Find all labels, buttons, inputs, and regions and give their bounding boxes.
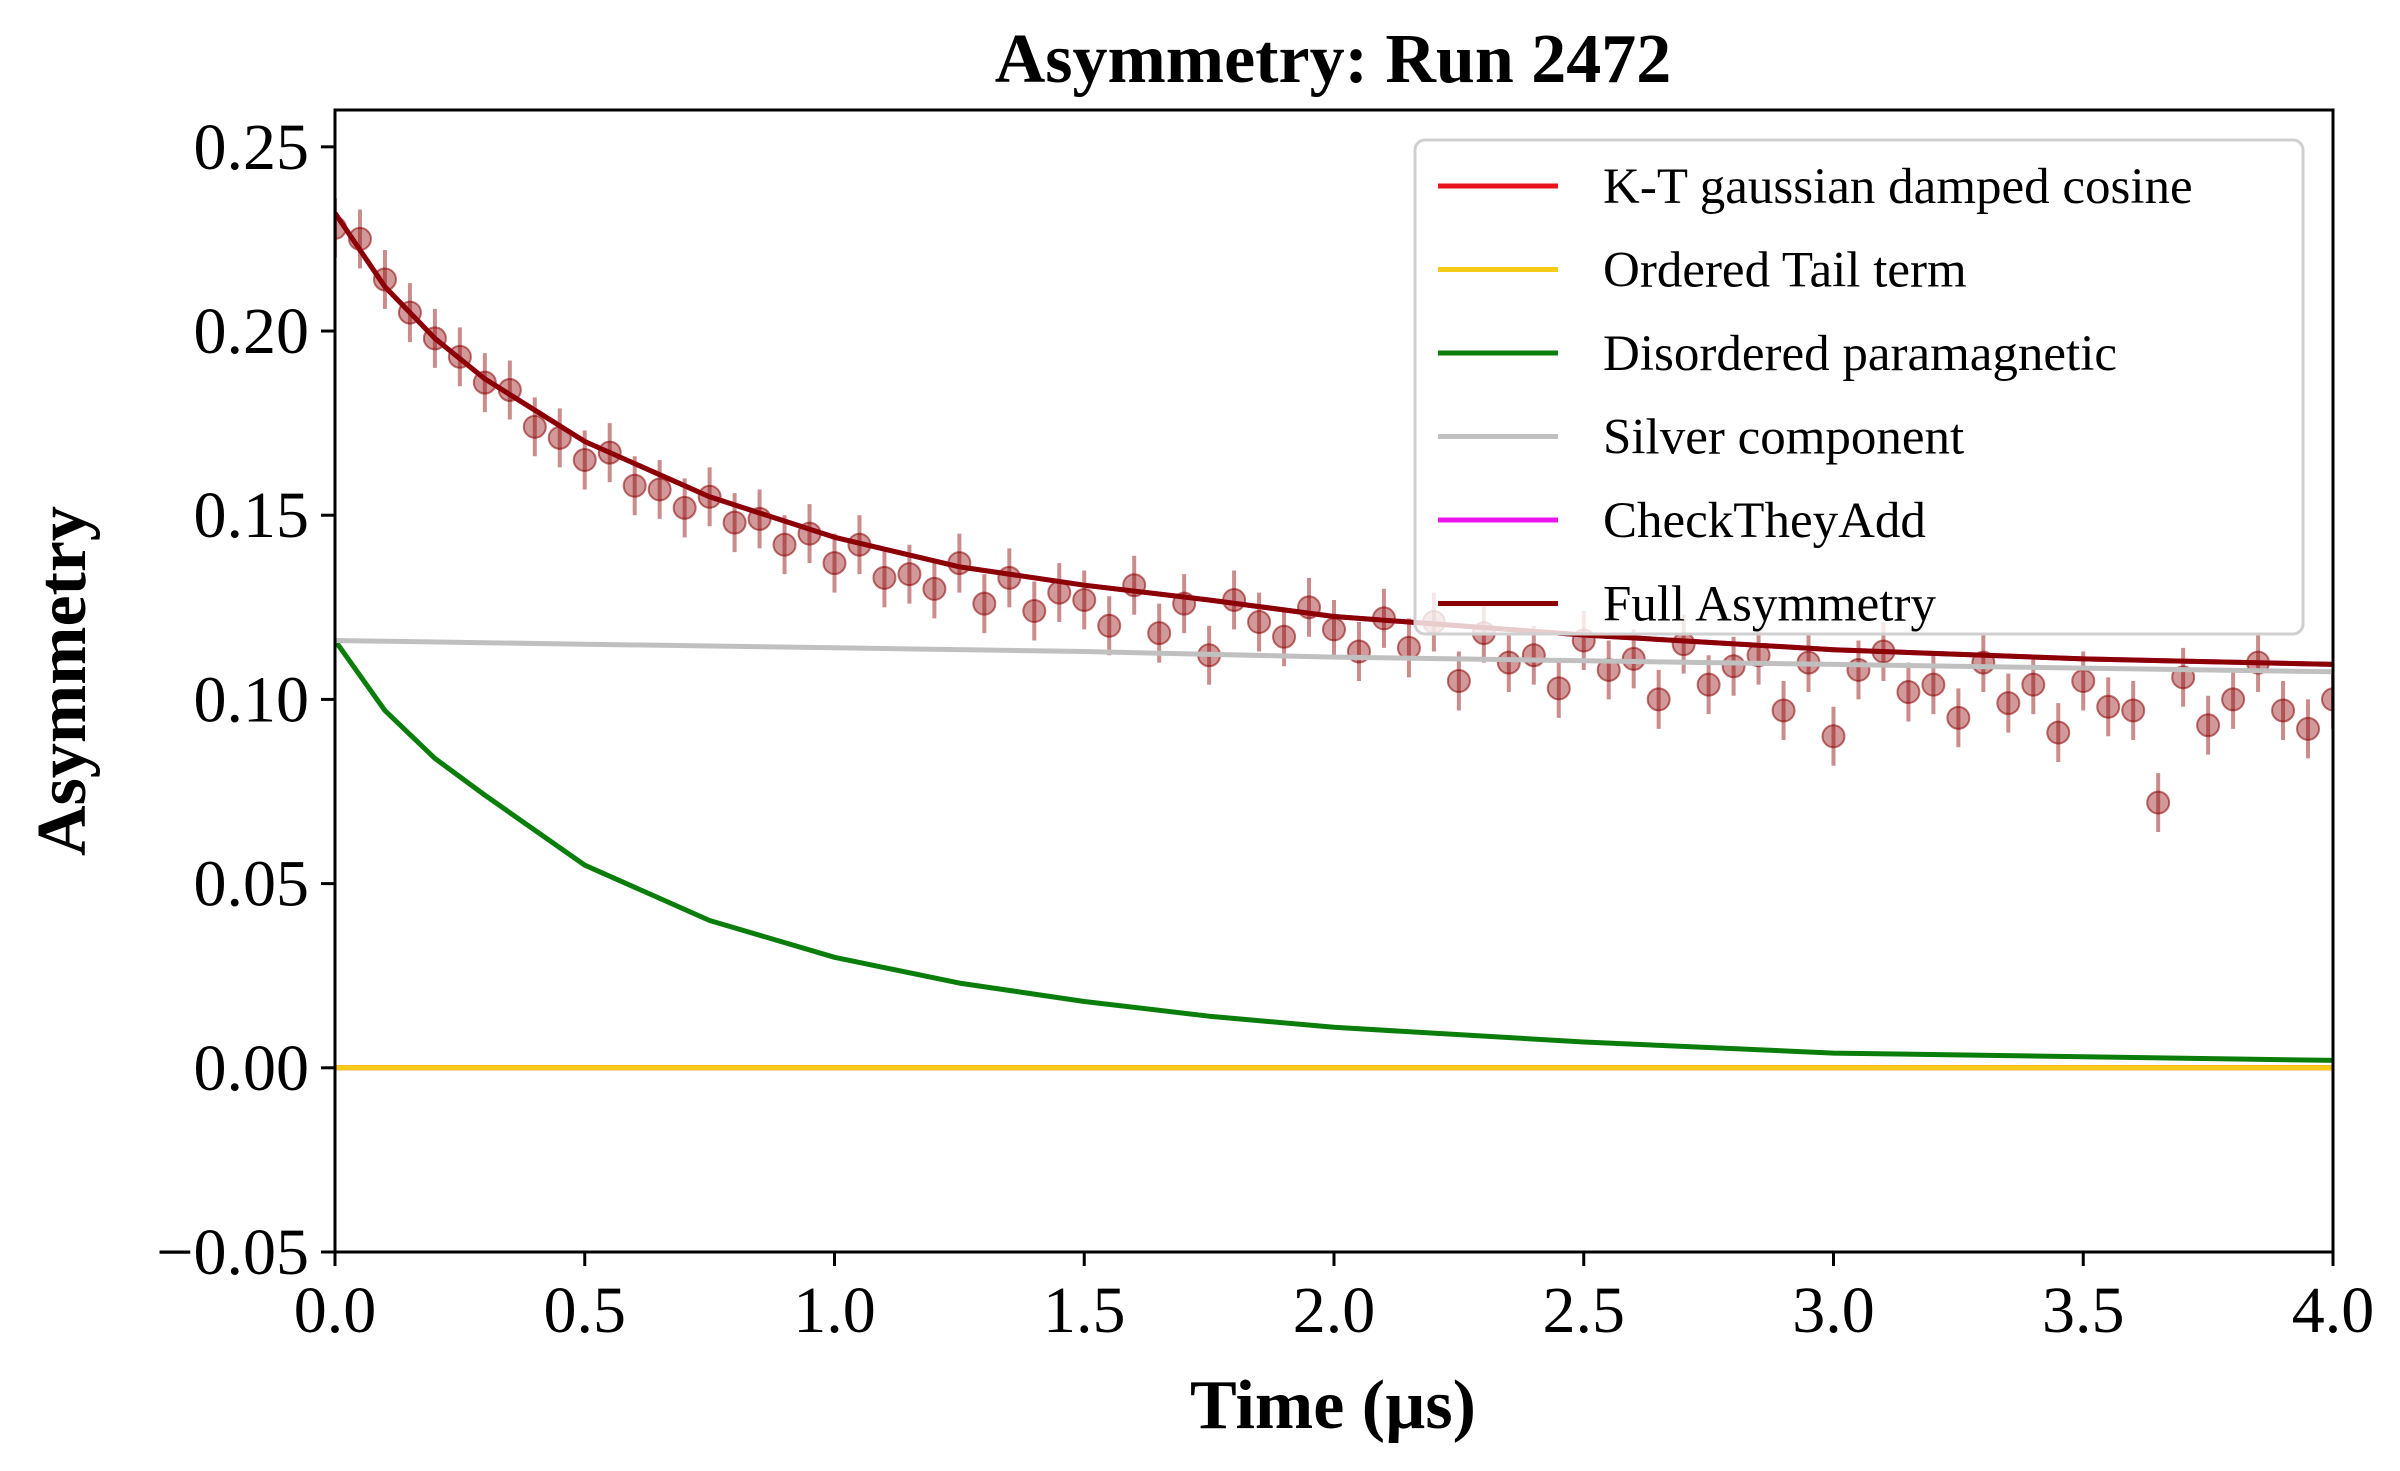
data-point [2046,720,2071,745]
data-point [1446,669,1471,693]
legend-label: K-T gaussian damped cosine [1603,159,2193,215]
data-point [1022,599,1047,624]
data-point [1072,587,1097,612]
x-tick-label: 1.0 [793,1274,876,1347]
data-point [1496,650,1521,675]
data-points-layer [335,198,2333,833]
y-tick-label: 0.15 [194,479,310,552]
data-point [872,565,897,590]
y-axis: −0.05 0.00 0.05 0.10 0.15 0.20 0.25 [156,111,335,1289]
y-tick-label: −0.05 [156,1216,309,1289]
y-tick-label: 0.20 [194,295,310,368]
x-tick-label: 4.0 [2292,1274,2375,1347]
x-tick-label: 2.0 [1293,1274,1376,1347]
x-tick-label: 0.0 [294,1274,377,1347]
data-point [897,562,922,587]
legend-label: Ordered Tail term [1603,243,1967,299]
y-tick-label: 0.05 [194,848,310,921]
y-tick-label: 0.25 [194,111,310,184]
data-point [1396,635,1421,660]
data-point [2221,687,2246,712]
fit-lines-layer [335,211,2333,1071]
chart-title: Asymmetry: Run 2472 [995,21,1672,98]
data-point [922,576,947,601]
data-point [1921,672,1946,697]
y-tick-label: 0.00 [194,1032,310,1105]
legend-label: Disordered paramagnetic [1603,326,2117,382]
legend-box [1413,138,2305,636]
x-tick-label: 1.5 [1043,1274,1126,1347]
data-point [1272,624,1297,649]
x-tick-label: 2.5 [1543,1274,1626,1347]
data-point [2071,669,2096,693]
data-point [722,510,747,535]
data-point [2021,672,2046,697]
data-point [622,473,647,498]
data-point [672,495,697,520]
data-point [1696,672,1721,697]
data-point [1546,676,1571,701]
x-tick-label: 3.0 [1792,1274,1875,1347]
data-point [1896,680,1921,705]
x-tick-label: 3.5 [2042,1274,2125,1347]
data-point [1097,613,1122,638]
data-point [2121,698,2146,723]
data-point [822,551,847,576]
series-line-full-asymmetry [335,211,2333,667]
data-point [2146,790,2171,815]
series-line-silver-component [335,638,2333,675]
y-tick-label: 0.10 [194,663,310,736]
legend-label: Silver component [1603,410,1964,466]
x-axis: 0.0 0.5 1.0 1.5 2.0 2.5 3.0 3.5 4.0 [294,1252,2375,1347]
data-point [522,414,547,439]
series-line-disordered-paramagnetic [335,639,2333,1063]
data-point [2271,698,2296,723]
legend-label: CheckTheyAdd [1603,493,1926,549]
x-tick-label: 0.5 [544,1274,627,1347]
data-point [1671,632,1696,657]
data-point [772,532,797,557]
x-axis-label: Time (µs) [1190,1367,1476,1444]
data-point [1521,643,1546,668]
data-point [572,447,597,472]
data-point [1322,617,1346,642]
data-point [972,591,997,616]
data-point [1996,691,2021,716]
data-point [1821,724,1846,749]
data-point [647,477,672,502]
data-point [2296,716,2321,741]
data-point [372,267,397,292]
data-point [2096,694,2121,719]
legend: K-T gaussian damped cosine Ordered Tail t… [1413,138,2305,636]
y-axis-label: Asymmetry [24,506,101,856]
data-point [2321,687,2333,712]
data-point [1247,610,1272,635]
legend-label: Full Asymmetry [1603,577,1936,633]
data-point [1946,705,1971,730]
data-point [1646,687,1671,712]
data-point [1147,621,1172,646]
data-point [997,565,1022,590]
data-point [2196,713,2221,738]
data-point [1771,698,1796,723]
data-point [1721,654,1746,679]
